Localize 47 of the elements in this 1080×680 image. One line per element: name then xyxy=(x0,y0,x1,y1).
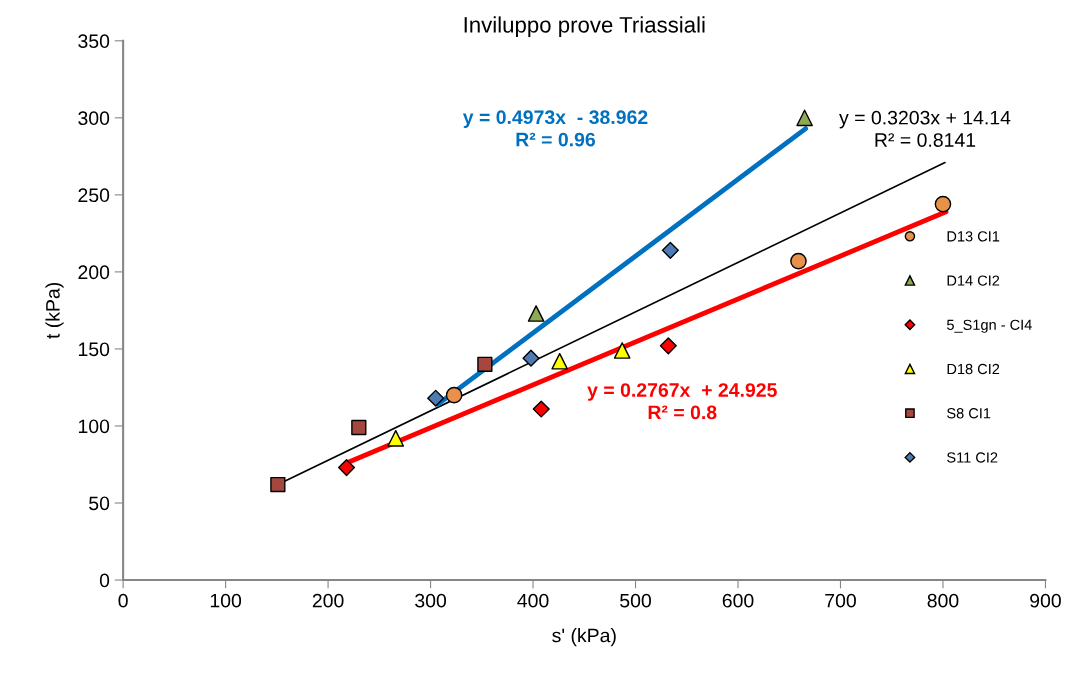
x-axis-title: s' (kPa) xyxy=(552,628,616,647)
y-tick-label: 50 xyxy=(89,496,110,511)
y-tick-label: 350 xyxy=(78,34,110,49)
x-tick-label: 100 xyxy=(210,593,242,608)
y-tick-label: 150 xyxy=(78,342,110,357)
legend-label: D14 CI2 xyxy=(947,275,1000,286)
y-tick-label: 300 xyxy=(78,111,110,126)
x-tick-label: 800 xyxy=(927,593,959,608)
x-tick-label: 400 xyxy=(517,593,549,608)
legend-label: D18 CI2 xyxy=(947,363,1000,375)
y-tick-label: 100 xyxy=(78,419,110,434)
x-tick-label: 300 xyxy=(415,593,447,608)
point xyxy=(427,389,445,407)
point xyxy=(337,459,356,477)
point xyxy=(661,241,679,259)
x-tick-label: 500 xyxy=(620,593,651,608)
point xyxy=(551,352,569,370)
y-axis-title: t (kPa) xyxy=(45,283,64,339)
point xyxy=(270,476,286,493)
point xyxy=(351,419,367,436)
point xyxy=(934,195,952,213)
legend-label: S8 CI1 xyxy=(947,408,991,419)
legend-label: S11 CI2 xyxy=(947,452,998,463)
chart-title: Inviluppo prove Triassiali xyxy=(464,16,705,38)
point xyxy=(387,429,405,447)
legend-label: 5_S1gn - CI4 xyxy=(946,319,1032,333)
legend-label: D13 CI1 xyxy=(947,231,1000,242)
point xyxy=(790,252,807,270)
series-label: y = 0.2767x + 24.925 R² = 0.8 xyxy=(587,383,777,420)
y-tick-label: 0 xyxy=(99,573,110,588)
point xyxy=(527,305,545,322)
x-tick-label: 900 xyxy=(1030,593,1061,608)
point xyxy=(659,337,677,355)
x-tick-label: 600 xyxy=(722,593,754,608)
x-tick-label: 200 xyxy=(312,593,344,608)
point xyxy=(445,386,463,404)
text: y = 0.4973x - 38.962 R² = 0.96 xyxy=(462,110,648,147)
point xyxy=(477,356,493,372)
point xyxy=(796,109,813,127)
y-tick-label: 250 xyxy=(78,188,110,203)
text: y = 0.3203x + 14.14 R² = 0.8141 xyxy=(839,110,1011,147)
y-tick-label: 200 xyxy=(78,265,110,280)
point xyxy=(613,342,631,359)
point xyxy=(532,400,550,418)
point xyxy=(522,349,540,367)
x-tick-label: 700 xyxy=(825,593,856,608)
x-tick-label: 0 xyxy=(118,593,128,608)
